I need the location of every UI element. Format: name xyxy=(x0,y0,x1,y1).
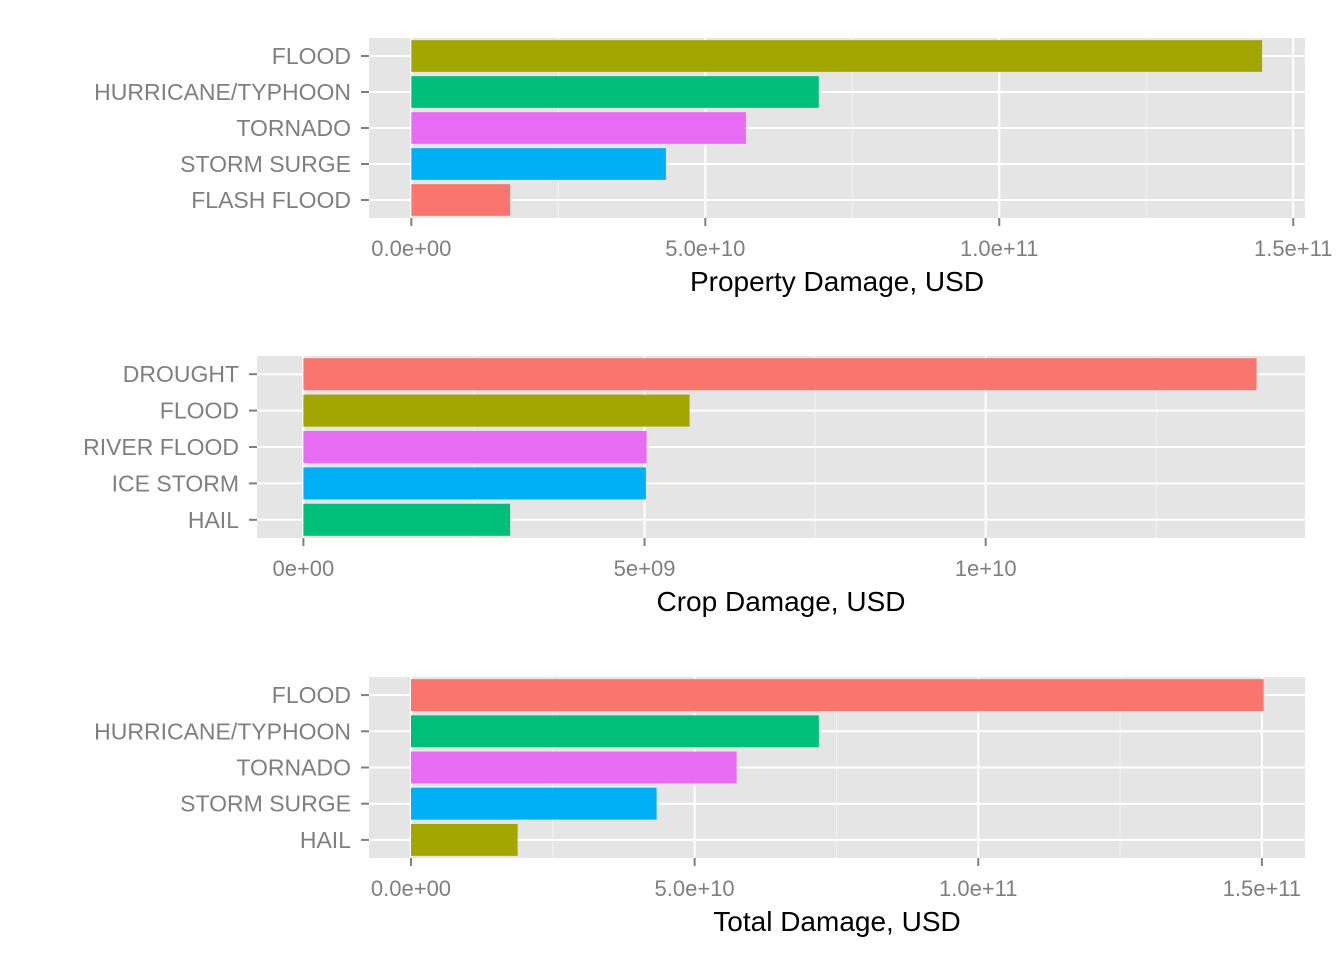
bar-river-flood xyxy=(303,430,647,464)
y-tick-label-flash-flood: FLASH FLOOD xyxy=(191,187,351,213)
bar-storm-surge xyxy=(411,148,666,180)
y-tick-label-flood: FLOOD xyxy=(272,43,351,69)
x-tick-label: 1.0e+11 xyxy=(939,876,1018,901)
bar-storm-surge xyxy=(410,787,657,820)
x-axis-title-property: Property Damage, USD xyxy=(690,266,984,297)
x-tick-label: 5.0e+10 xyxy=(655,876,735,901)
bar-hurricane-typhoon xyxy=(411,76,819,108)
bar-hail xyxy=(303,503,511,536)
y-tick-label-hail: HAIL xyxy=(188,507,239,533)
x-tick-label: 0.0e+00 xyxy=(371,236,451,261)
property-damage-chart: FLOOD HURRICANE/TYPHOON TORNADO STORM SURGE… xyxy=(94,38,1332,297)
x-axis-title-total: Total Damage, USD xyxy=(713,906,960,937)
x-axis-title-crop: Crop Damage, USD xyxy=(657,586,906,617)
total-damage-chart: FLOOD HURRICANE/TYPHOON TORNADO STORM SURGE… xyxy=(94,677,1305,937)
x-tick-label: 1.5e+11 xyxy=(1223,876,1302,901)
bar-hail xyxy=(410,823,518,856)
y-tick-label-river-flood: RIVER FLOOD xyxy=(83,434,239,460)
x-tick-label: 5.0e+10 xyxy=(665,236,745,261)
y-tick-label-flood: FLOOD xyxy=(272,682,351,708)
x-tick-label: 1e+10 xyxy=(955,556,1017,581)
y-tick-label-hurricane-typhoon: HURRICANE/TYPHOON xyxy=(94,79,351,105)
x-tick-label: 1.5e+11 xyxy=(1254,236,1333,261)
bar-flash-flood xyxy=(411,184,511,216)
y-tick-label-ice-storm: ICE STORM xyxy=(112,470,239,496)
bar-flood xyxy=(411,40,1263,72)
crop-damage-chart: DROUGHT FLOOD RIVER FLOOD ICE STORM HAIL 0e+0… xyxy=(83,356,1305,617)
y-tick-label-drought: DROUGHT xyxy=(123,361,239,387)
bar-tornado xyxy=(410,751,737,784)
bar-tornado xyxy=(411,112,746,144)
bar-flood xyxy=(410,679,1264,712)
y-tick-label-tornado: TORNADO xyxy=(236,755,351,781)
y-tick-label-hurricane-typhoon: HURRICANE/TYPHOON xyxy=(94,718,351,744)
bar-flood xyxy=(303,394,690,427)
bar-ice-storm xyxy=(303,467,646,500)
x-tick-label: 0.0e+00 xyxy=(371,876,451,901)
y-tick-label-hail: HAIL xyxy=(300,827,351,853)
y-tick-label-storm-surge: STORM SURGE xyxy=(180,151,351,177)
bar-drought xyxy=(303,358,1257,391)
y-tick-label-flood: FLOOD xyxy=(160,398,239,424)
x-tick-label: 0e+00 xyxy=(272,556,334,581)
y-tick-label-storm-surge: STORM SURGE xyxy=(180,791,351,817)
x-tick-label: 5e+09 xyxy=(614,556,676,581)
bar-hurricane-typhoon xyxy=(410,715,819,748)
y-tick-label-tornado: TORNADO xyxy=(236,115,351,141)
x-tick-label: 1.0e+11 xyxy=(960,236,1039,261)
